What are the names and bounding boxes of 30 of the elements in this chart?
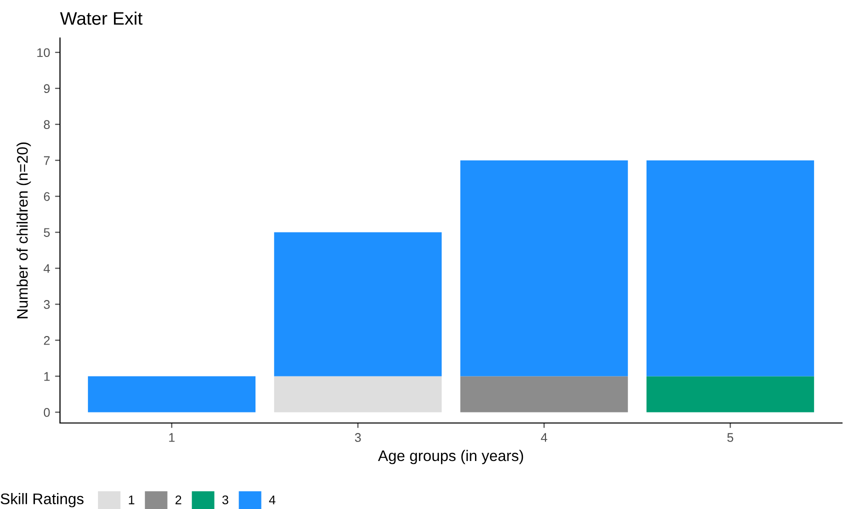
- x-axis-title: Age groups (in years): [378, 450, 524, 464]
- x-tick-label: 3: [354, 433, 361, 442]
- y-tick-label: 7: [44, 156, 50, 165]
- bar: [460, 376, 628, 412]
- y-tick-label: 8: [44, 120, 50, 130]
- y-tick-label: 10: [37, 48, 50, 58]
- x-tick-label: 1: [169, 433, 175, 442]
- legend-label: 2: [176, 495, 182, 504]
- x-tick-label: 4: [540, 433, 548, 442]
- legend-label: 4: [269, 496, 276, 504]
- y-tick-label: 2: [44, 336, 50, 345]
- legend-label: 1: [128, 496, 134, 504]
- chart-title: Water Exit: [60, 12, 142, 25]
- bar: [646, 160, 814, 376]
- y-tick-label: 4: [44, 264, 50, 273]
- y-axis-title: Number of children (n=20): [16, 142, 31, 318]
- bar: [274, 232, 442, 376]
- legend-title: Skill Ratings: [0, 493, 84, 508]
- y-tick-label: 1: [44, 372, 50, 381]
- y-tick-label: 6: [44, 192, 50, 201]
- y-tick-label: 3: [44, 300, 50, 309]
- bar: [88, 376, 256, 412]
- legend-label: 3: [222, 495, 228, 504]
- bar: [646, 376, 814, 412]
- y-tick-label: 9: [44, 84, 50, 94]
- y-tick-label: 0: [44, 408, 50, 417]
- bar: [274, 376, 442, 412]
- x-tick-label: 5: [727, 433, 734, 442]
- y-tick-label: 5: [44, 228, 50, 237]
- bar: [460, 160, 628, 376]
